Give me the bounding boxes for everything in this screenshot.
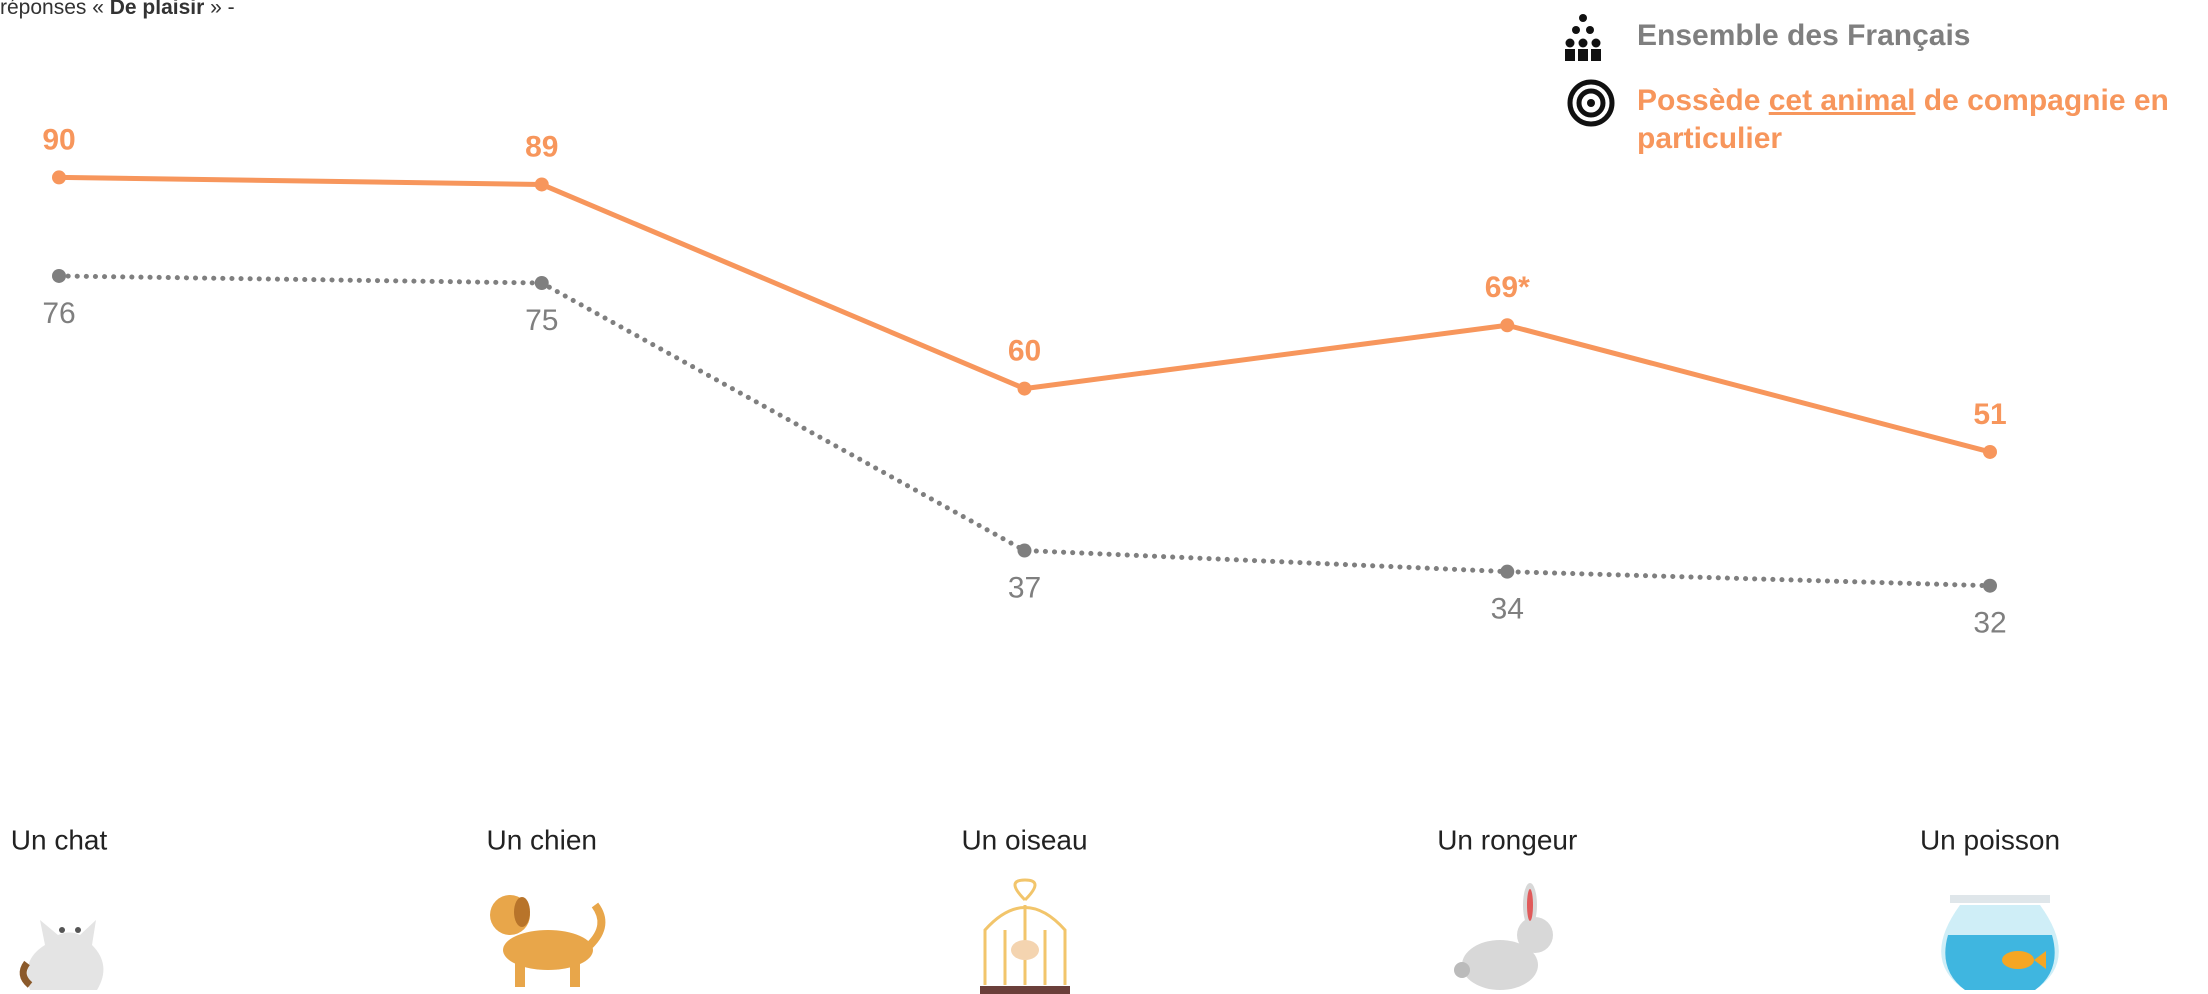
data-label: 32 (1973, 607, 2006, 640)
data-point (1500, 564, 1515, 579)
data-label: 37 (1008, 571, 1041, 604)
x-tick-label: Un chat (11, 824, 108, 855)
dog-icon (490, 895, 606, 987)
text-part: » - (204, 0, 235, 19)
data-label: 51 (1973, 398, 2006, 431)
text-part: cet animal (1768, 84, 1916, 117)
legend-entry: Ensemble des Français (1637, 19, 1971, 52)
data-label: 60 (1008, 335, 1041, 368)
data-point (534, 177, 549, 192)
data-point (52, 268, 66, 283)
data-point (1500, 318, 1515, 333)
data-label: 69* (1485, 271, 1530, 304)
data-point (1017, 543, 1032, 558)
data-point (534, 276, 549, 290)
x-tick-label: Un poisson (1920, 824, 2060, 855)
series-line (56, 174, 1993, 455)
data-point (1983, 578, 1997, 593)
text-part: de compagnie en particulier (1637, 84, 2169, 155)
text-part: Possède (1637, 84, 1769, 117)
data-label: 75 (525, 304, 558, 337)
x-tick-label: Un chien (486, 824, 597, 855)
series-line (56, 273, 1993, 589)
data-label: 76 (42, 297, 75, 330)
x-tick-label: Un rongeur (1437, 824, 1577, 855)
data-point (1983, 444, 1997, 459)
legend-entry: Possède cet animal de compagnie en parti… (1637, 82, 2207, 158)
data-label: 34 (1491, 593, 1524, 626)
data-label: 89 (525, 130, 558, 163)
data-point (1017, 381, 1032, 396)
subtitle: réponses « De plaisir » - (0, 0, 235, 20)
text-part: réponses « (0, 0, 110, 19)
data-point (52, 170, 66, 185)
birdcage-icon (980, 878, 1070, 994)
data-label: 90 (42, 123, 75, 156)
cat-icon (19, 920, 104, 990)
x-tick-label: Un oiseau (961, 824, 1087, 855)
text-part: De plaisir (109, 0, 205, 19)
fishbowl-icon (1941, 895, 2059, 990)
people-icon (1565, 14, 1601, 61)
target-icon (1567, 79, 1615, 127)
rabbit-icon (1454, 883, 1553, 990)
